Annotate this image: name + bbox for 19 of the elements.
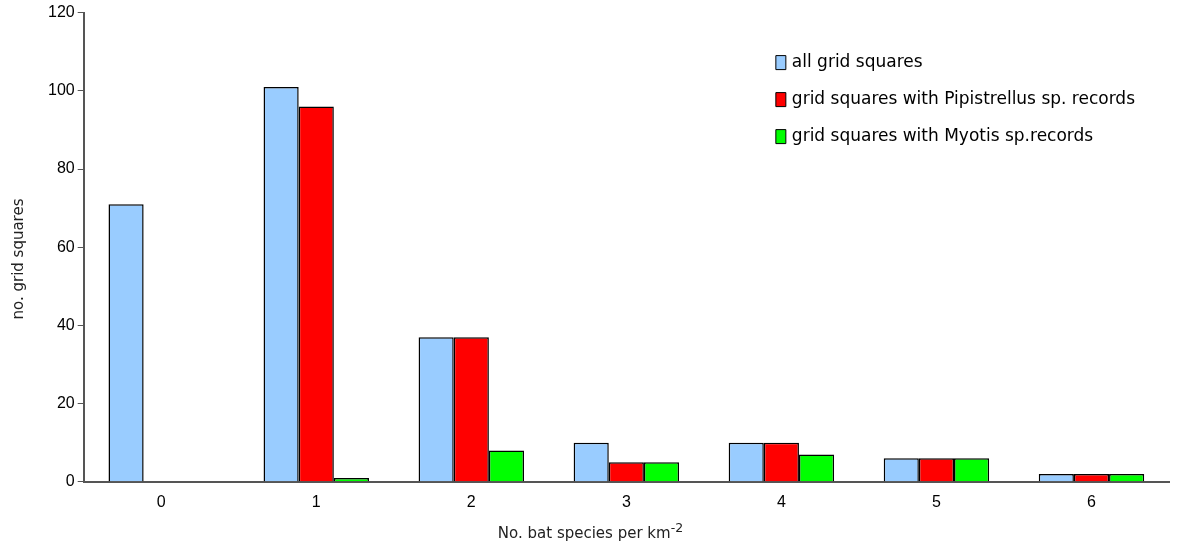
legend-label: all grid squares <box>791 51 923 72</box>
y-tick-label: 0 <box>65 472 75 490</box>
y-axis-title: no. grid squares <box>9 197 27 322</box>
x-tick-label: 1 <box>311 492 321 510</box>
y-tick-label: 120 <box>47 3 75 21</box>
y-tick-label: 100 <box>47 81 75 99</box>
x-tick-label: 0 <box>156 492 166 510</box>
legend-label: grid squares with Pipistrellus sp. records <box>791 88 1136 109</box>
x-tick-label: 5 <box>931 492 941 510</box>
y-tick-label: 40 <box>56 315 75 333</box>
x-tick-label: 3 <box>621 492 631 510</box>
x-tick-label: 4 <box>776 492 786 510</box>
y-tick-label: 80 <box>56 159 75 177</box>
legend-label: grid squares with Myotis sp.records <box>791 125 1094 146</box>
y-tick-label: 60 <box>56 237 75 255</box>
x-tick-label: 6 <box>1087 492 1097 510</box>
y-tick-label: 20 <box>56 394 75 412</box>
x-axis-title: No. bat species per km$^{-2}$ <box>496 520 685 542</box>
x-tick-label: 2 <box>466 492 476 510</box>
